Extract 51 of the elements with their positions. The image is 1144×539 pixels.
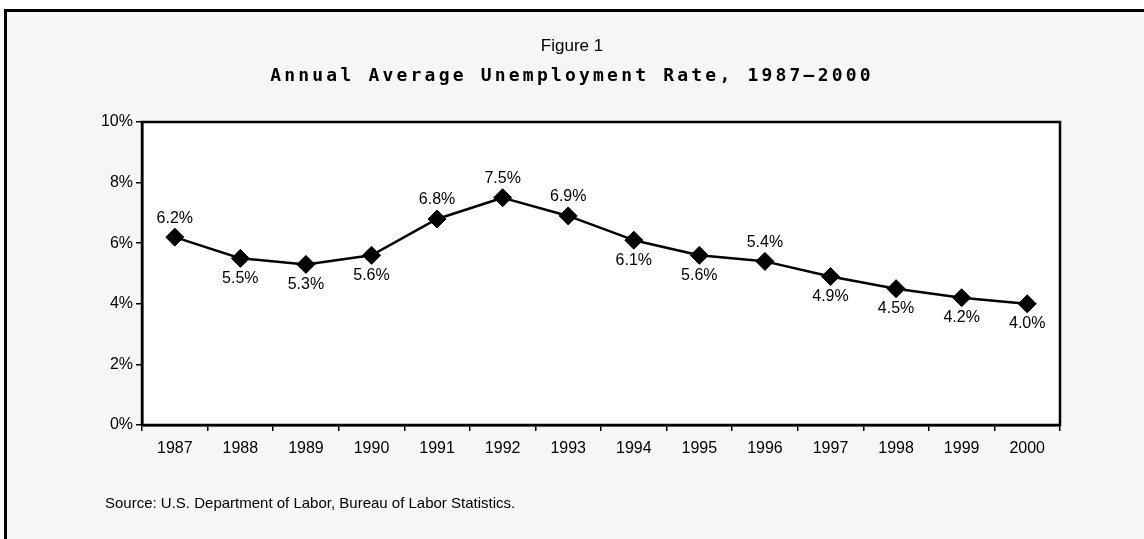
x-tick-label: 1996 [747,439,783,457]
point [362,245,381,265]
point [689,245,709,265]
chart-subtitle: Figure 1 [539,36,605,56]
point [886,279,906,299]
point [165,227,185,247]
x-tick-label: 2000 [1009,439,1046,457]
point [230,248,250,268]
x-tick-label: 1998 [878,439,914,457]
point [427,209,447,229]
data-label: 4.9% [812,286,849,304]
data-label: 7.5% [484,169,521,187]
point [755,251,775,271]
chart-title: Annual Average Unemployment Rate, 1987–2000 [269,64,875,85]
data-label: 4.5% [877,299,915,317]
point [821,267,840,287]
data-label: 6.1% [615,250,653,268]
x-tick-label: 1995 [681,439,718,457]
data-label: 6.2% [156,208,194,226]
x-tick-label: 1997 [812,439,849,457]
data-label: 5.5% [222,268,259,286]
y-tick-label: 4% [109,294,133,312]
x-tick-label: 1987 [156,439,193,457]
y-tick-label: 0% [109,415,133,433]
point [624,230,644,250]
data-label: 5.6% [353,265,390,283]
source-note: Source: U.S. Department of Labor, Bureau of Labor Statistics. [105,494,516,511]
y-tick-label: 10% [100,112,133,130]
data-label: 6.9% [549,187,587,205]
x-tick-label: 1988 [222,439,259,457]
y-tick-label: 8% [109,173,133,191]
x-tick-label: 1989 [288,439,324,457]
y-tick-label: 6% [109,233,133,251]
data-label: 4.0% [1008,314,1046,332]
point [558,206,578,226]
data-label: 5.4% [746,232,784,250]
x-tick-label: 1999 [943,439,980,457]
data-label: 4.2% [943,308,980,326]
x-tick-label: 1994 [615,439,652,457]
data-label: 6.8% [418,190,456,208]
x-tick-label: 1993 [550,439,587,457]
point [952,288,972,308]
y-tick-label: 2% [109,354,133,372]
data-label: 5.6% [681,265,718,283]
x-tick-label: 1990 [353,439,390,457]
point [296,254,316,274]
point [493,188,513,208]
data-label: 5.3% [287,274,325,292]
x-tick-label: 1991 [419,439,455,457]
x-tick-label: 1992 [484,439,521,457]
point [1017,294,1037,314]
